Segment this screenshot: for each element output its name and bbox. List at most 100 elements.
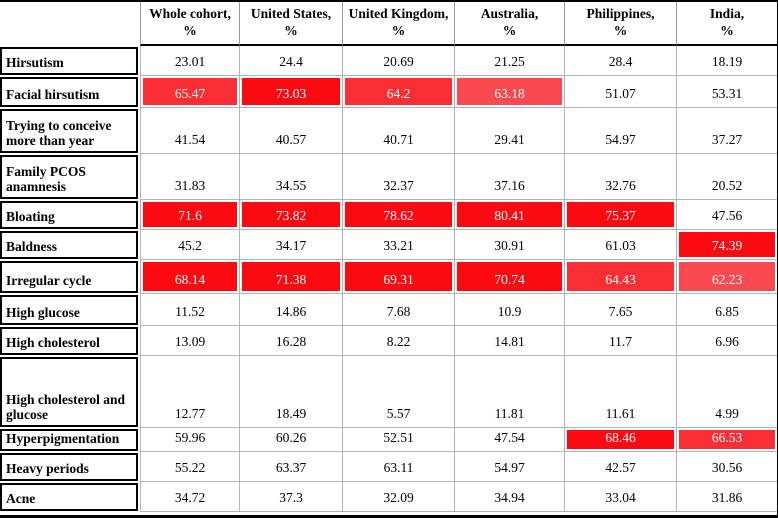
column-header: Philippines,% <box>565 2 677 46</box>
column-header: Australia,% <box>455 2 565 46</box>
data-cell: 33.21 <box>343 230 455 260</box>
data-cell-value: 40.57 <box>275 131 307 147</box>
data-cell-value: 65.47 <box>143 78 237 105</box>
data-cell: 42.57 <box>565 452 677 482</box>
data-cell: 41.54 <box>140 108 240 154</box>
data-cell: 4.99 <box>677 356 777 428</box>
data-cell: 55.22 <box>140 452 240 482</box>
data-cell: 61.03 <box>565 230 677 260</box>
column-header: Whole cohort,% <box>140 2 240 46</box>
data-cell: 74.39 <box>677 230 777 260</box>
data-cell: 47.54 <box>455 428 565 452</box>
table-row: High cholesterol 13.09 16.28 8.22 14.81 11.7 6… <box>0 326 777 356</box>
data-cell: 68.46 <box>565 428 677 452</box>
data-cell-value: 16.28 <box>275 333 307 349</box>
data-cell-value: 33.04 <box>605 489 636 505</box>
data-cell: 54.97 <box>455 452 565 482</box>
data-cell: 45.2 <box>140 230 240 260</box>
data-cell-value: 23.01 <box>174 53 206 69</box>
data-cell: 16.28 <box>240 326 343 356</box>
row-label: Acne <box>0 483 138 511</box>
data-cell: 63.18 <box>455 76 565 108</box>
data-cell: 5.57 <box>343 356 455 428</box>
data-cell: 7.65 <box>565 294 677 326</box>
data-cell: 33.04 <box>565 482 677 512</box>
data-cell-value: 66.53 <box>679 430 775 449</box>
table-body: Hirsutism 23.01 24.4 20.69 21.25 28.4 18.19 Fac… <box>0 46 777 512</box>
data-cell: 47.56 <box>677 200 777 230</box>
row-label: Heavy periods <box>0 453 138 481</box>
data-cell-value: 7.68 <box>386 303 411 319</box>
data-cell-value: 53.31 <box>711 85 743 101</box>
data-cell: 40.57 <box>240 108 343 154</box>
column-title: Australia, <box>480 6 539 22</box>
table-row: Trying to conceive more than year 41.54 40… <box>0 108 777 154</box>
data-cell-value: 4.99 <box>715 405 739 421</box>
column-unit: % <box>391 23 406 38</box>
row-label-cell: Hirsutism <box>0 46 140 76</box>
data-cell: 65.47 <box>140 76 240 108</box>
data-cell-value: 41.54 <box>174 131 206 147</box>
column-unit: % <box>720 23 734 38</box>
data-cell-value: 73.03 <box>242 78 340 105</box>
data-cell: 70.74 <box>455 260 565 294</box>
data-cell: 14.81 <box>455 326 565 356</box>
data-cell: 7.68 <box>343 294 455 326</box>
row-label: Baldness <box>0 231 138 259</box>
data-cell: 34.94 <box>455 482 565 512</box>
data-cell: 34.72 <box>140 482 240 512</box>
data-cell-value: 47.54 <box>494 429 525 445</box>
data-cell-value: 37.16 <box>494 177 525 193</box>
data-cell: 60.26 <box>240 428 343 452</box>
column-title: Whole cohort, <box>149 6 231 22</box>
table-row: Heavy periods 55.22 63.37 63.11 54.97 42.57 30… <box>0 452 777 482</box>
data-cell-value: 12.77 <box>174 405 206 421</box>
data-cell-value: 33.21 <box>383 237 414 253</box>
row-label: High glucose <box>0 295 138 325</box>
data-cell-value: 63.18 <box>457 78 562 105</box>
data-cell: 11.81 <box>455 356 565 428</box>
column-title: United Kingdom, <box>348 6 449 22</box>
data-cell: 20.52 <box>677 154 777 200</box>
column-title: United States, <box>250 6 332 22</box>
data-cell-value: 13.09 <box>174 333 206 349</box>
data-cell-value: 32.37 <box>383 177 414 193</box>
table-row: Irregular cycle 68.14 71.38 69.31 70.74 64.43… <box>0 260 777 294</box>
data-cell-value: 73.82 <box>242 202 340 227</box>
data-cell: 11.61 <box>565 356 677 428</box>
data-cell-value: 11.81 <box>494 405 525 421</box>
data-cell: 34.17 <box>240 230 343 260</box>
data-cell-value: 68.46 <box>567 430 674 449</box>
table-row: Family PCOS anamnesis 31.83 34.55 32.37 37.1… <box>0 154 777 200</box>
data-cell: 63.37 <box>240 452 343 482</box>
data-cell-value: 30.91 <box>494 237 525 253</box>
data-cell: 31.83 <box>140 154 240 200</box>
row-label-cell: Irregular cycle <box>0 260 140 294</box>
data-cell-value: 63.11 <box>383 459 414 475</box>
data-cell: 59.96 <box>140 428 240 452</box>
data-cell: 62.23 <box>677 260 777 294</box>
data-cell: 66.53 <box>677 428 777 452</box>
data-cell: 63.11 <box>343 452 455 482</box>
data-cell: 68.14 <box>140 260 240 294</box>
data-cell: 64.43 <box>565 260 677 294</box>
row-label-cell: Facial hirsutism <box>0 76 140 108</box>
data-cell: 32.09 <box>343 482 455 512</box>
data-cell: 11.7 <box>565 326 677 356</box>
data-cell-value: 11.52 <box>175 303 205 319</box>
row-label-cell: High cholesterol <box>0 326 140 356</box>
data-cell-value: 31.83 <box>174 177 206 193</box>
data-cell-value: 64.43 <box>567 262 674 291</box>
data-cell: 54.97 <box>565 108 677 154</box>
row-label-cell: Bloating <box>0 200 140 230</box>
data-cell-value: 59.96 <box>174 429 206 445</box>
data-cell: 28.4 <box>565 46 677 76</box>
data-cell-value: 34.94 <box>494 489 525 505</box>
row-label: Hyperpigmentation <box>0 429 138 451</box>
data-cell: 24.4 <box>240 46 343 76</box>
data-cell: 37.3 <box>240 482 343 512</box>
data-cell-value: 37.27 <box>711 131 743 147</box>
row-label: Facial hirsutism <box>0 77 138 107</box>
data-cell: 12.77 <box>140 356 240 428</box>
